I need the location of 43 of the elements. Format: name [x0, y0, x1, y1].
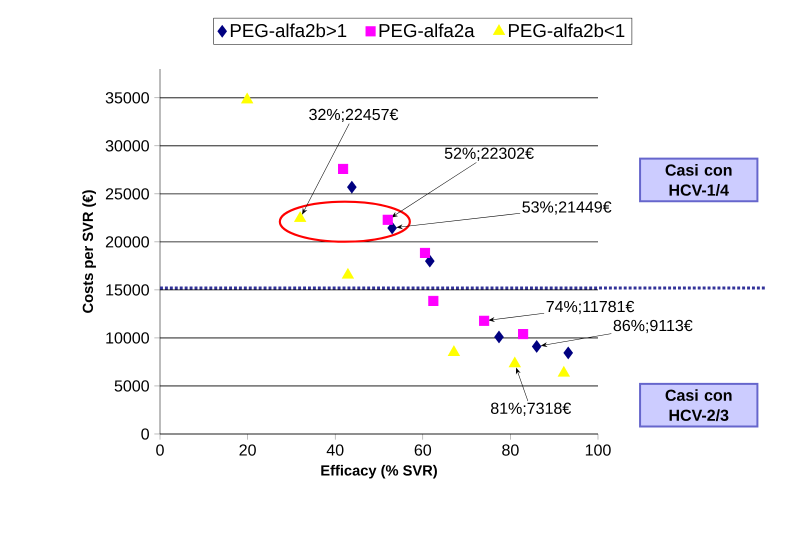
y-tick-label: 25000 — [106, 188, 149, 200]
y-axis-title: Costs per SVR (€) — [82, 190, 96, 313]
point — [342, 268, 354, 279]
y-tick-label: 10000 — [106, 332, 149, 344]
legend-label: PEG-alfa2b<1 — [508, 23, 624, 38]
point — [241, 92, 254, 104]
annotation: 86%;9113€ — [614, 320, 692, 334]
annotation: 53%;21449€ — [522, 201, 612, 215]
y-tick-label: 20000 — [106, 236, 149, 248]
point — [518, 329, 528, 340]
point — [479, 316, 490, 326]
point — [425, 254, 435, 268]
y-tick-label: 30000 — [106, 140, 149, 152]
legend-label: PEG-alfa2a — [380, 23, 475, 38]
annotation: 74%;11781€ — [546, 300, 634, 314]
point — [387, 222, 397, 234]
x-tick-label: 0 — [156, 444, 164, 456]
point — [558, 366, 570, 377]
x-tick-label: 100 — [586, 444, 611, 456]
x-tick-label: 80 — [502, 444, 519, 456]
point — [382, 214, 393, 225]
annotation: 32%;22457€ — [309, 108, 398, 122]
y-tick-label: 15000 — [106, 284, 149, 296]
annotation: 52%;22302€ — [444, 148, 534, 161]
point — [532, 340, 542, 353]
x-tick-label: 20 — [240, 444, 256, 456]
x-axis-title: Efficacy (% SVR) — [321, 464, 437, 479]
point — [294, 211, 306, 222]
y-tick-label: 35000 — [106, 92, 149, 104]
annotation: 81%;7318€ — [490, 402, 572, 416]
x-tick-label: 40 — [326, 444, 344, 456]
point — [347, 180, 357, 194]
text: Casi con HCV-1/4 — [666, 164, 732, 196]
point — [563, 346, 573, 360]
y-tick-label: 0 — [141, 428, 149, 440]
point — [420, 248, 430, 258]
y-tick-label: 5000 — [114, 380, 149, 392]
point — [494, 330, 504, 344]
point — [338, 164, 348, 174]
x-tick-label: 60 — [414, 444, 432, 456]
legend-label: PEG-alfa2b>1 — [230, 23, 346, 38]
point — [428, 296, 438, 306]
text: Casi con HCV-2/3 — [666, 389, 732, 422]
